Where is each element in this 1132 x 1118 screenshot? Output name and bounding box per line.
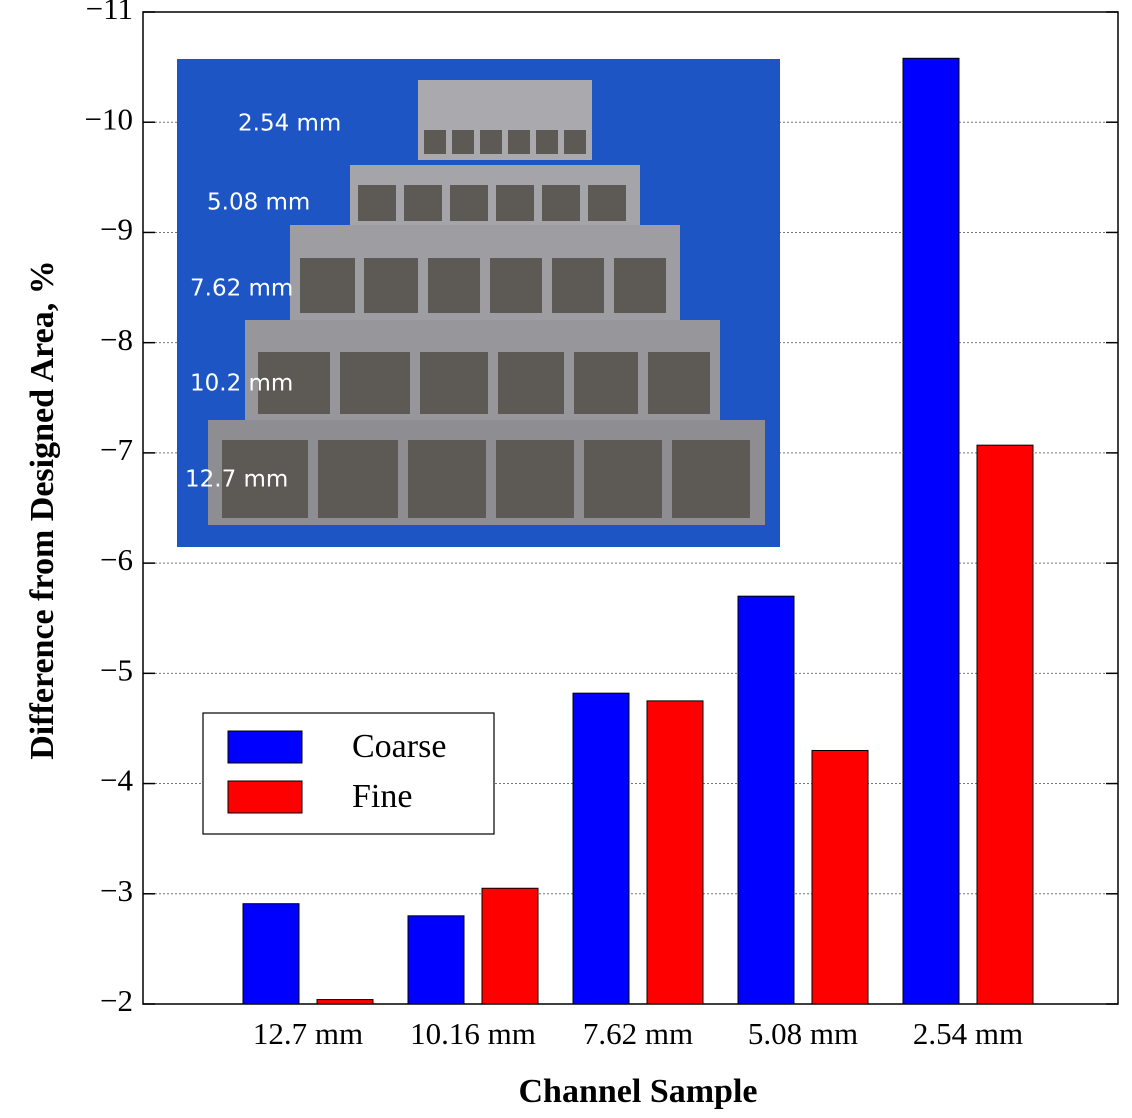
- legend-label: Fine: [352, 778, 412, 815]
- x-tick-label: 10.16 mm: [410, 1016, 536, 1051]
- y-tick-label: −11: [86, 0, 133, 26]
- inset-label: 10.2 mm: [190, 371, 293, 397]
- y-tick-label: −10: [85, 101, 133, 136]
- legend-swatch: [228, 781, 302, 813]
- bar: [482, 888, 538, 1004]
- y-tick-label: −6: [100, 542, 133, 577]
- y-tick-label: −9: [100, 212, 133, 247]
- y-tick-label: −5: [100, 652, 133, 687]
- bar: [903, 58, 959, 1004]
- y-tick-label: −4: [100, 763, 133, 798]
- inset-label: 2.54 mm: [238, 111, 341, 137]
- x-tick-label: 2.54 mm: [913, 1016, 1023, 1051]
- bar: [243, 904, 299, 1004]
- y-tick-label: −7: [100, 432, 133, 467]
- legend-swatch: [228, 731, 302, 763]
- legend-label: Coarse: [352, 728, 446, 765]
- x-tick-label: 12.7 mm: [253, 1016, 363, 1051]
- bar: [738, 596, 794, 1004]
- y-axis-title: Difference from Designed Area, %: [24, 260, 61, 760]
- x-tick-label: 5.08 mm: [748, 1016, 858, 1051]
- bar: [573, 693, 629, 1004]
- bar: [408, 916, 464, 1004]
- inset-label: 12.7 mm: [185, 467, 288, 493]
- bar: [317, 1000, 373, 1004]
- bar: [812, 750, 868, 1004]
- inset-label: 5.08 mm: [207, 190, 310, 216]
- bar: [647, 701, 703, 1004]
- y-tick-label: −8: [100, 322, 133, 357]
- bar: [977, 445, 1033, 1004]
- x-axis-title: Channel Sample: [519, 1073, 758, 1110]
- y-tick-label: −3: [100, 873, 133, 908]
- inset-label: 7.62 mm: [190, 276, 293, 302]
- x-tick-label: 7.62 mm: [583, 1016, 693, 1051]
- y-tick-label: −2: [100, 983, 133, 1018]
- chart: 2.54 mm 5.08 mm 7.62 mm 10.2 mm 12.7 mm …: [0, 0, 1132, 1118]
